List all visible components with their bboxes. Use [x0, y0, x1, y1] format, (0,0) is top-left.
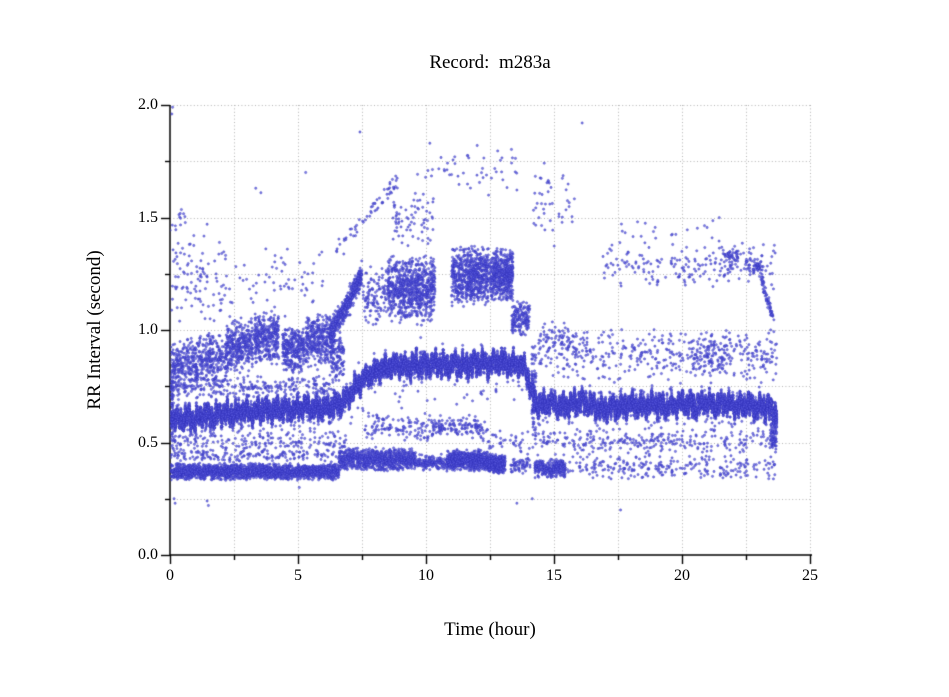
y-axis-label: RR Interval (second): [84, 250, 105, 410]
x-tick-label: 10: [418, 567, 434, 584]
x-tick-label: 15: [546, 567, 562, 584]
x-tick-label: 0: [166, 567, 174, 584]
y-tick-label: 1.5: [138, 208, 158, 226]
y-tick-label: 0.5: [138, 433, 158, 451]
x-tick-label: 5: [294, 567, 302, 584]
x-tick-label: 25: [802, 567, 818, 584]
x-axis-label: Time (hour): [444, 619, 536, 640]
x-tick-label: 20: [674, 567, 690, 584]
chart-title: Record: m283a: [429, 52, 551, 73]
y-tick-label: 0.0: [138, 546, 158, 563]
y-tick-label: 1.0: [138, 321, 158, 338]
y-tick-label: 2.0: [138, 96, 158, 113]
